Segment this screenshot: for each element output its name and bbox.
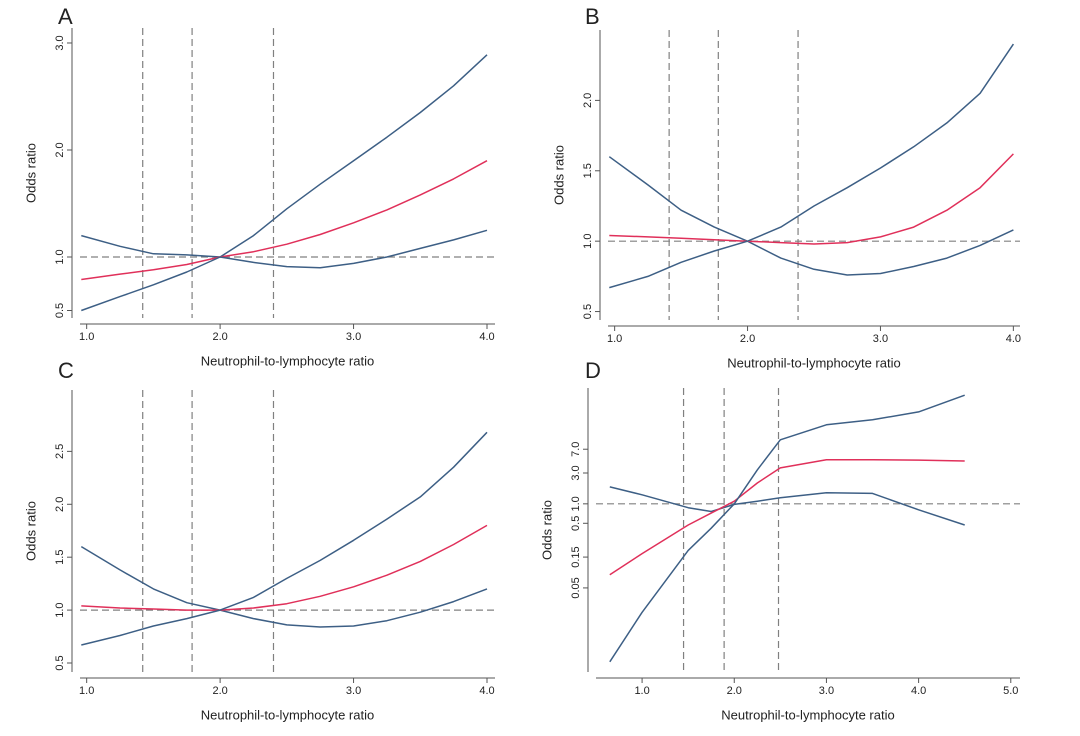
y-tick-label: 1.5 — [582, 163, 594, 178]
y-tick-label: 2.5 — [54, 444, 66, 459]
x-tick-label: 2.0 — [740, 333, 755, 345]
y-axis-label: Odds ratio — [539, 500, 554, 560]
x-axis-label: Neutrophil-to-lymphocyte ratio — [721, 707, 894, 722]
y-tick-label: 3.0 — [54, 35, 66, 50]
y-axis-label: Odds ratio — [23, 143, 38, 203]
y-tick-label: 1.5 — [54, 550, 66, 565]
curve — [609, 486, 965, 526]
curve — [609, 394, 965, 663]
y-tick-label: 1.0 — [570, 496, 582, 511]
x-axis-label: Neutrophil-to-lymphocyte ratio — [727, 355, 900, 370]
curve — [81, 160, 488, 281]
x-tick-label: 2.0 — [212, 331, 227, 343]
y-tick-label: 0.5 — [582, 304, 594, 319]
y-tick-label: 0.5 — [54, 655, 66, 670]
x-tick-label: 4.0 — [911, 685, 926, 697]
curve — [80, 545, 488, 628]
x-tick-label: 3.0 — [346, 685, 361, 697]
x-axis-label: Neutrophil-to-lymphocyte ratio — [201, 353, 374, 368]
y-axis-label: Odds ratio — [551, 145, 566, 205]
x-tick-label: 1.0 — [79, 685, 94, 697]
x-tick-label: 3.0 — [346, 331, 361, 343]
curve — [609, 153, 1014, 245]
x-tick-label: 2.0 — [727, 685, 742, 697]
curve — [81, 431, 488, 646]
panel-letter: D — [585, 358, 601, 383]
y-tick-label: 2.0 — [582, 93, 594, 108]
x-tick-label: 5.0 — [1003, 685, 1018, 697]
x-tick-label: 2.0 — [212, 685, 227, 697]
y-tick-label: 0.15 — [570, 546, 582, 567]
curve — [81, 54, 488, 258]
curve — [609, 43, 1015, 289]
curve — [609, 459, 965, 576]
x-tick-label: 1.0 — [607, 333, 622, 345]
y-tick-label: 0.5 — [54, 303, 66, 318]
y-tick-label: 0.5 — [570, 516, 582, 531]
y-tick-label: 1.0 — [54, 249, 66, 264]
x-tick-label: 1.0 — [634, 685, 649, 697]
y-tick-label: 1.0 — [582, 234, 594, 249]
y-tick-label: 7.0 — [570, 442, 582, 457]
y-tick-label: 1.0 — [54, 602, 66, 617]
y-tick-label: 3.0 — [570, 465, 582, 480]
x-tick-label: 4.0 — [479, 685, 494, 697]
x-tick-label: 3.0 — [873, 333, 888, 345]
y-axis-label: Odds ratio — [23, 501, 38, 561]
x-tick-label: 1.0 — [79, 331, 94, 343]
y-tick-label: 2.0 — [54, 142, 66, 157]
panel-letter: A — [58, 4, 73, 29]
y-tick-label: 0.05 — [570, 577, 582, 598]
x-tick-label: 4.0 — [1006, 333, 1021, 345]
panel-letter: B — [585, 4, 600, 29]
x-axis-label: Neutrophil-to-lymphocyte ratio — [201, 707, 374, 722]
x-tick-label: 3.0 — [819, 685, 834, 697]
curve — [81, 524, 488, 611]
x-tick-label: 4.0 — [479, 331, 494, 343]
y-tick-label: 2.0 — [54, 497, 66, 512]
curve — [81, 229, 488, 312]
panel-letter: C — [58, 358, 74, 383]
curve — [608, 156, 1014, 276]
